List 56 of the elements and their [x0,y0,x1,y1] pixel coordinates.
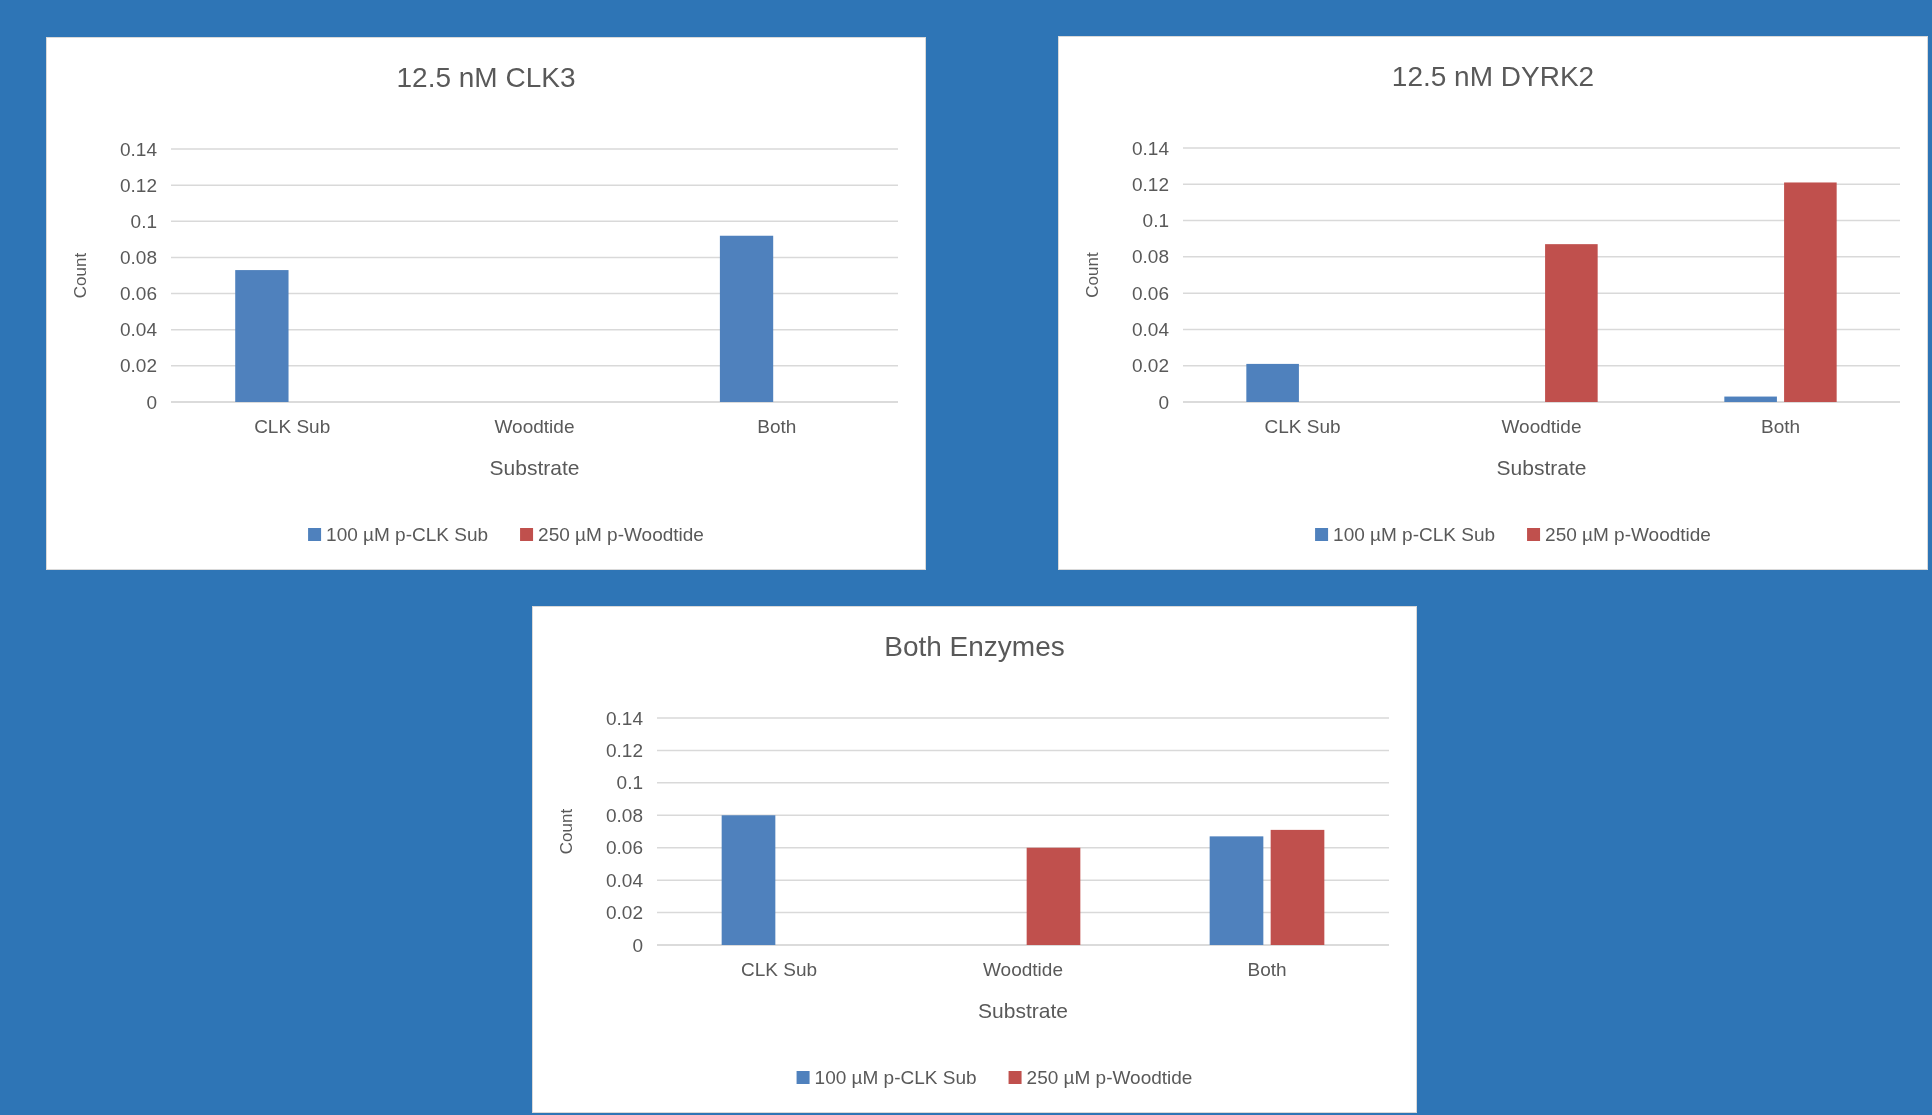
y-tick-label: 0.06 [606,837,643,859]
legend-label: 250 µM p-Woodtide [1545,524,1711,545]
y-tick-label: 0.12 [120,174,157,196]
x-tick-label: Both [757,416,797,438]
bar [1545,244,1598,402]
y-tick-label: 0.14 [606,707,644,729]
chart-title: 12.5 nM CLK3 [396,62,576,93]
bar [721,815,776,945]
y-tick-label: 0.1 [616,772,643,794]
y-tick-label: 0.14 [120,138,158,160]
x-tick-label: Woodtide [983,959,1063,981]
y-axis-title: Count [71,252,90,299]
bar [1209,836,1264,945]
chart-title: Both Enzymes [884,631,1065,662]
x-tick-label: CLK Sub [740,959,818,981]
x-tick-label: Both [1247,959,1287,981]
x-tick-label: Woodtide [1501,416,1582,438]
x-axis-title: Substrate [489,456,580,479]
legend-label: 250 µM p-Woodtide [1026,1067,1193,1088]
bar [1026,847,1081,945]
y-tick-label: 0.02 [120,355,157,377]
bar [1246,363,1299,402]
y-tick-label: 0.06 [1132,282,1169,304]
x-tick-label: Woodtide [494,416,575,438]
x-axis-title: Substrate [1496,456,1587,479]
legend-label: 100 µM p-CLK Sub [814,1067,977,1088]
y-tick-label: 0.1 [130,210,157,232]
y-tick-label: 0.08 [606,804,643,826]
y-tick-label: 0.04 [606,869,644,891]
y-tick-label: 0.08 [1132,246,1169,268]
chart-title: 12.5 nM DYRK2 [1391,61,1595,92]
y-tick-label: 0.02 [606,902,643,924]
x-tick-label: CLK Sub [1264,416,1341,438]
y-tick-label: 0.12 [1132,173,1169,195]
y-tick-label: 0.1 [1142,210,1169,232]
legend-label: 100 µM p-CLK Sub [326,524,489,545]
bar [1270,829,1325,945]
y-axis-title: Count [1083,252,1102,298]
y-tick-label: 0.12 [606,740,643,762]
y-tick-label: 0.02 [1132,355,1169,377]
legend-label: 250 µM p-Woodtide [538,524,704,545]
legend-label: 100 µM p-CLK Sub [1333,524,1496,545]
x-tick-label: CLK Sub [254,416,331,438]
y-tick-label: 0.08 [120,247,157,269]
bar [1724,396,1777,402]
y-tick-label: 0.04 [120,319,158,341]
y-tick-label: 0 [632,934,643,956]
y-tick-label: 0 [146,391,157,413]
y-axis-title: Count [557,808,576,855]
y-tick-label: 0.06 [120,283,157,305]
bar [1784,182,1837,402]
y-tick-label: 0 [1158,391,1169,413]
x-tick-label: Both [1760,416,1801,438]
x-axis-title: Substrate [978,999,1068,1022]
y-tick-label: 0.04 [1132,319,1170,341]
y-tick-label: 0.14 [1132,137,1170,159]
